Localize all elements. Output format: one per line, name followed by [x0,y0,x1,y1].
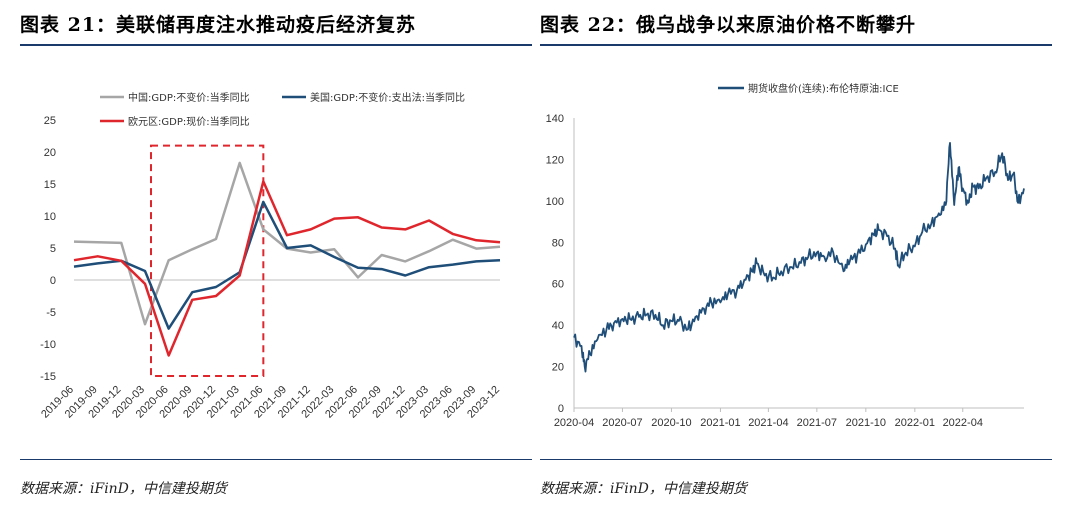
title-rule [20,44,532,46]
y-tick-label: 120 [546,154,564,166]
figure-22-title: 图表 22：俄乌战争以来原油价格不断攀升 [540,14,917,36]
figure-21-title: 图表 21：美联储再度注水推动疫后经济复苏 [20,14,417,36]
y-tick-label: 140 [546,113,564,125]
x-tick-label: 2021-07 [797,417,837,429]
series-line [73,180,501,357]
y-tick-label: 60 [552,279,564,291]
series-line [573,141,1025,373]
bottom-rule [20,459,532,460]
covid-period-dashed-box [150,144,265,377]
y-tick-label: -15 [40,371,56,383]
y-tick-label: 10 [44,211,56,223]
x-tick-label: 2022-01 [895,417,935,429]
y-tick-label: 25 [44,115,56,127]
y-tick-label: 20 [552,362,564,374]
y-tick-label: 20 [44,147,56,159]
y-tick-label: 15 [44,179,56,191]
legend-label: 美国:GDP:不变价:支出法:当季同比 [310,91,465,104]
x-tick-label: 2021-01 [700,417,740,429]
series-line [73,200,501,330]
y-tick-label: -5 [46,307,56,319]
legend-label: 中国:GDP:不变价:当季同比 [128,91,250,104]
gdp-line-chart: 2520151050-5-10-152019-062019-092019-122… [39,91,502,421]
legend-label: 期货收盘价(连续):布伦特原油:ICE [748,82,899,95]
x-tick-label: 2020-10 [651,417,691,429]
figure-22-source: 数据来源：iFinD，中信建投期货 [540,481,747,497]
x-tick-label: 2021-10 [846,417,886,429]
y-tick-label: 0 [50,275,56,287]
x-tick-label: 2022-04 [943,417,983,429]
y-tick-label: 0 [558,403,564,415]
figure-21-source: 数据来源：iFinD，中信建投期货 [20,481,227,497]
bottom-rule [540,459,1052,460]
x-tick-label: 2020-07 [602,417,642,429]
x-tick-label: 2021-04 [748,417,788,429]
y-tick-label: 80 [552,237,564,249]
title-rule [540,44,1052,46]
y-tick-label: 100 [546,196,564,208]
y-tick-label: -10 [40,339,56,351]
x-tick-label: 2020-04 [554,417,594,429]
figure-22-panel: 图表 22：俄乌战争以来原油价格不断攀升 140 120 100 80 60 40 20 0 2… [540,0,1060,513]
legend-label: 欧元区:GDP:现价:当季同比 [128,115,250,128]
y-tick-label: 5 [50,243,56,255]
series-line [73,161,501,326]
figure-21-panel: 图表 21：美联储再度注水推动疫后经济复苏 25 20 15 10 5 0 -5 -10 -15… [20,0,540,513]
brent-oil-chart: 140 120 100 80 60 40 20 0 2020-04 2020-07 2020-10 2… [546,82,1025,429]
y-tick-label: 40 [552,320,564,332]
